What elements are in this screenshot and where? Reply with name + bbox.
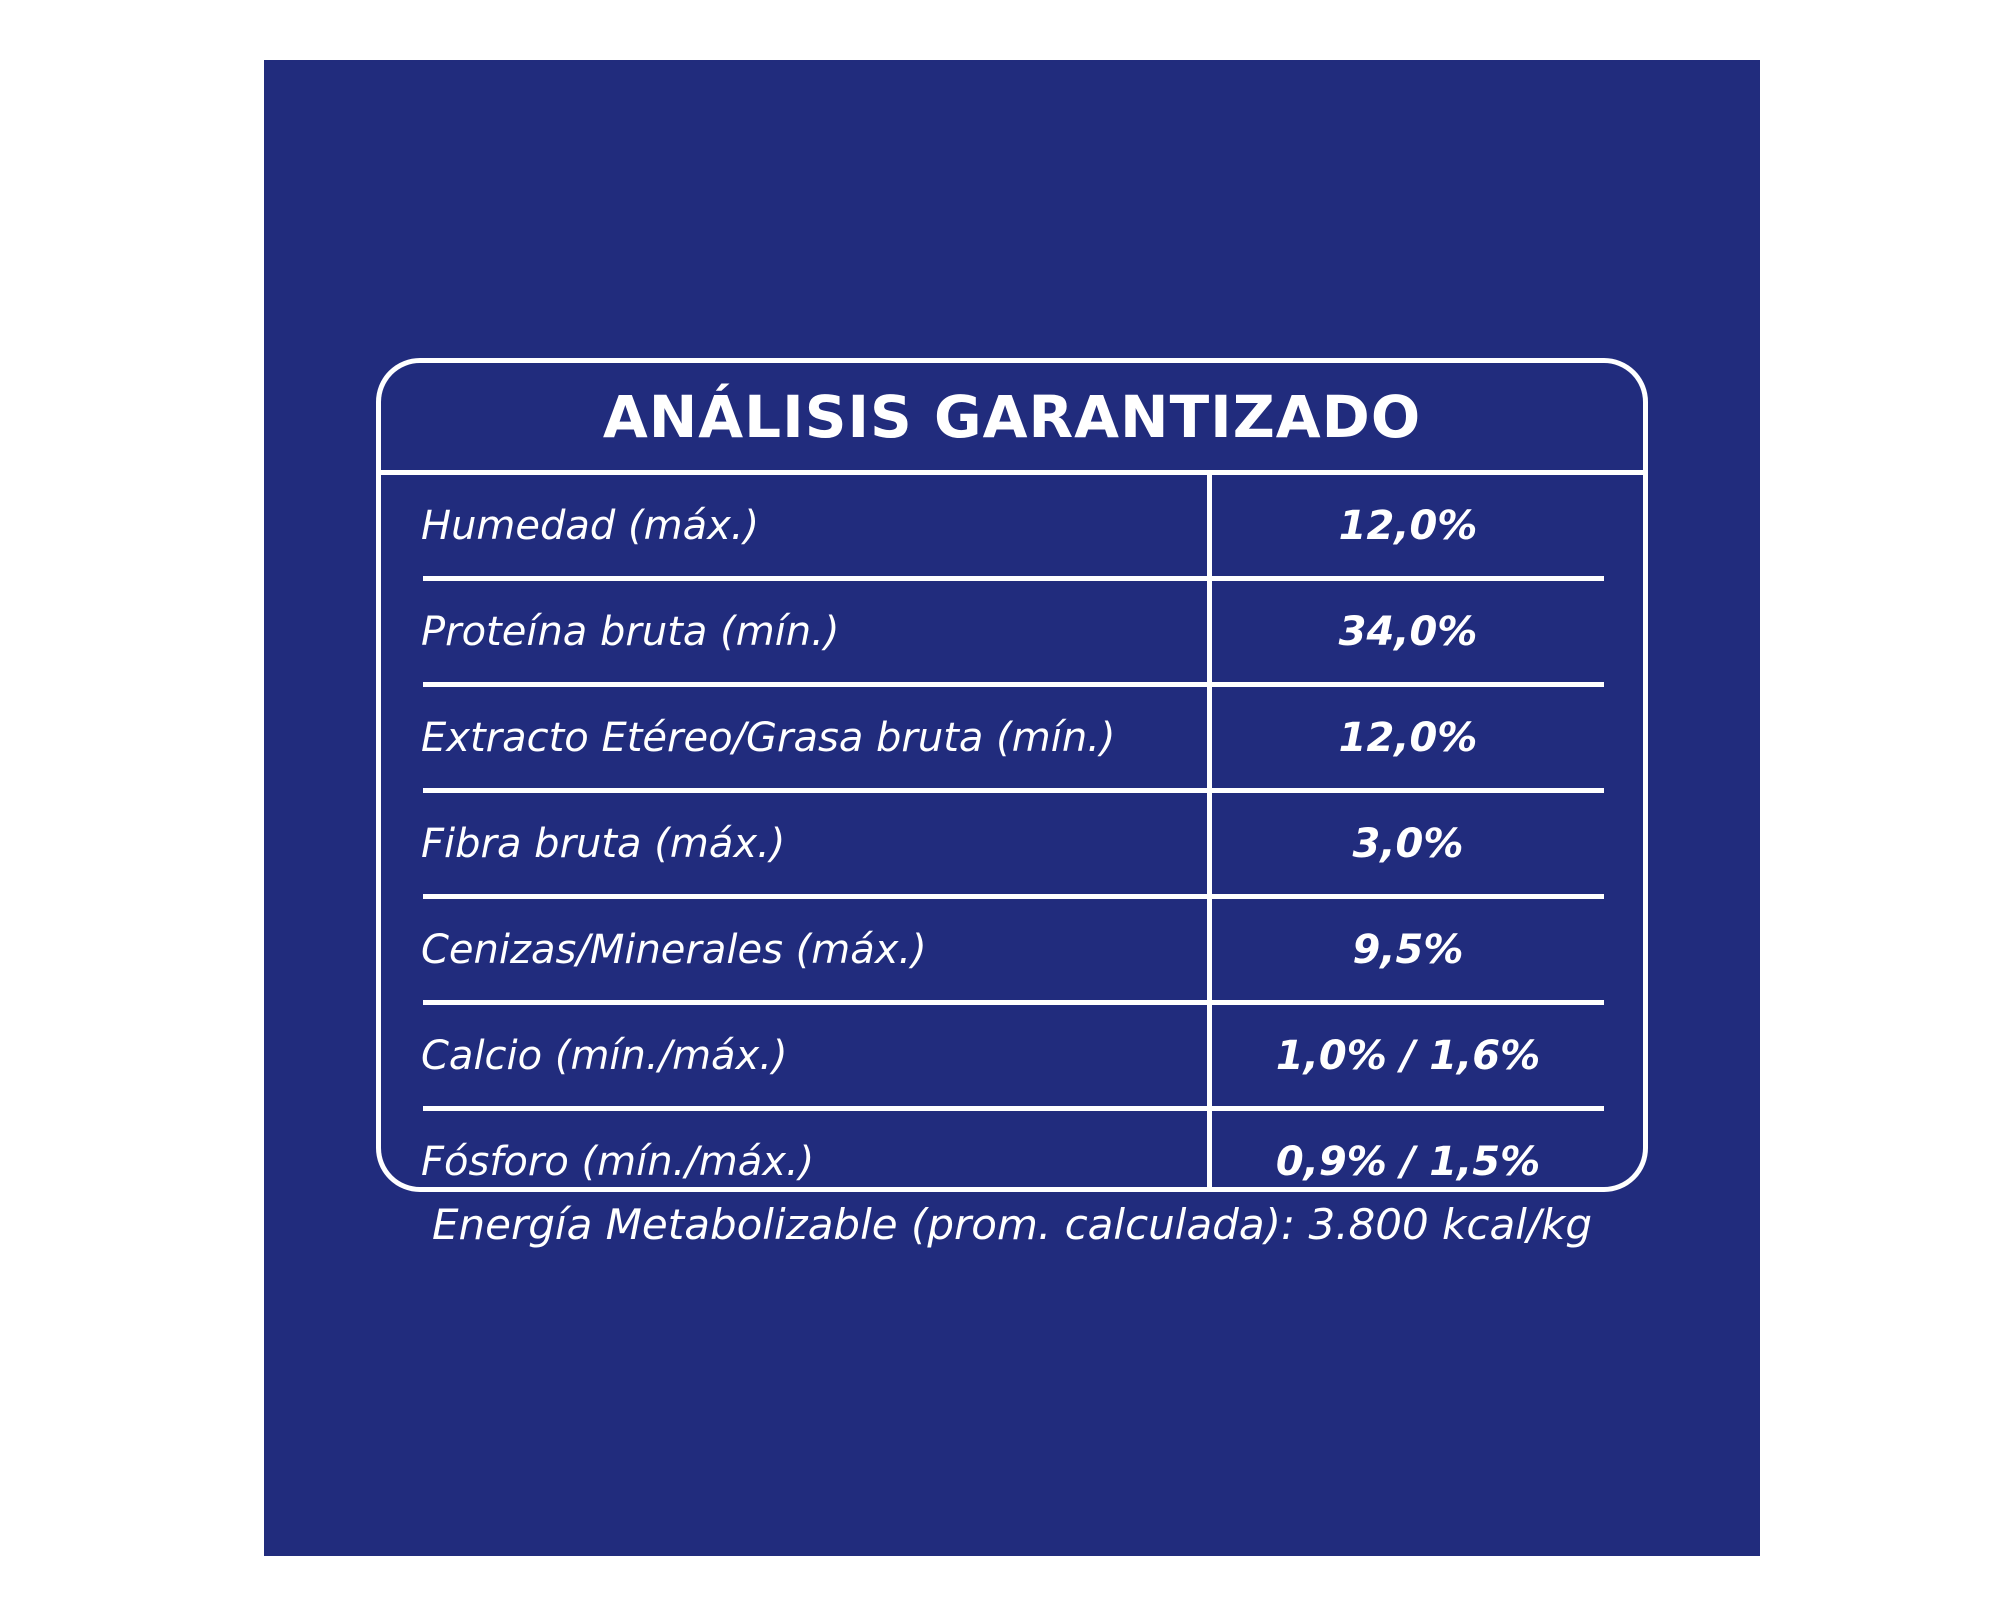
table-row-fosforo: Fósforo (mín./máx.) 0,9% / 1,5% xyxy=(381,1111,1643,1212)
row-value: 3,0% xyxy=(1352,820,1464,867)
row-label: Fibra bruta (máx.) xyxy=(421,820,786,867)
row-label: Humedad (máx.) xyxy=(421,502,760,549)
row-divider xyxy=(423,1000,1604,1005)
table-row-extracto-etereo: Extracto Etéreo/Grasa bruta (mín.) 12,0% xyxy=(381,687,1643,788)
row-value: 34,0% xyxy=(1338,608,1478,655)
table-row-calcio: Calcio (mín./máx.) 1,0% / 1,6% xyxy=(381,1005,1643,1106)
row-label: Fósforo (mín./máx.) xyxy=(421,1138,815,1185)
row-value: 1,0% / 1,6% xyxy=(1275,1032,1541,1079)
table-row-cenizas: Cenizas/Minerales (máx.) 9,5% xyxy=(381,899,1643,1000)
row-divider xyxy=(423,576,1604,581)
table-row-proteina: Proteína bruta (mín.) 34,0% xyxy=(381,581,1643,682)
row-value: 12,0% xyxy=(1338,502,1478,549)
row-value: 12,0% xyxy=(1338,714,1478,761)
table-title: ANÁLISIS GARANTIZADO xyxy=(381,363,1643,475)
row-label: Extracto Etéreo/Grasa bruta (mín.) xyxy=(421,714,1116,761)
row-value: 9,5% xyxy=(1352,926,1464,973)
table-row-humedad: Humedad (máx.) 12,0% xyxy=(381,475,1643,576)
row-divider xyxy=(423,682,1604,687)
column-divider xyxy=(1207,475,1212,1192)
row-divider xyxy=(423,788,1604,793)
guaranteed-analysis-table: ANÁLISIS GARANTIZADO Humedad (máx.) 12,0… xyxy=(376,358,1648,1192)
row-label: Calcio (mín./máx.) xyxy=(421,1032,788,1079)
nutrition-panel: ANÁLISIS GARANTIZADO Humedad (máx.) 12,0… xyxy=(264,60,1760,1556)
row-divider xyxy=(423,1106,1604,1111)
row-divider xyxy=(423,894,1604,899)
row-label: Cenizas/Minerales (máx.) xyxy=(421,926,927,973)
row-value: 0,9% / 1,5% xyxy=(1275,1138,1541,1185)
table-row-fibra: Fibra bruta (máx.) 3,0% xyxy=(381,793,1643,894)
row-label: Proteína bruta (mín.) xyxy=(421,608,840,655)
energy-footnote: Energía Metabolizable (prom. calculada):… xyxy=(431,1200,1593,1249)
